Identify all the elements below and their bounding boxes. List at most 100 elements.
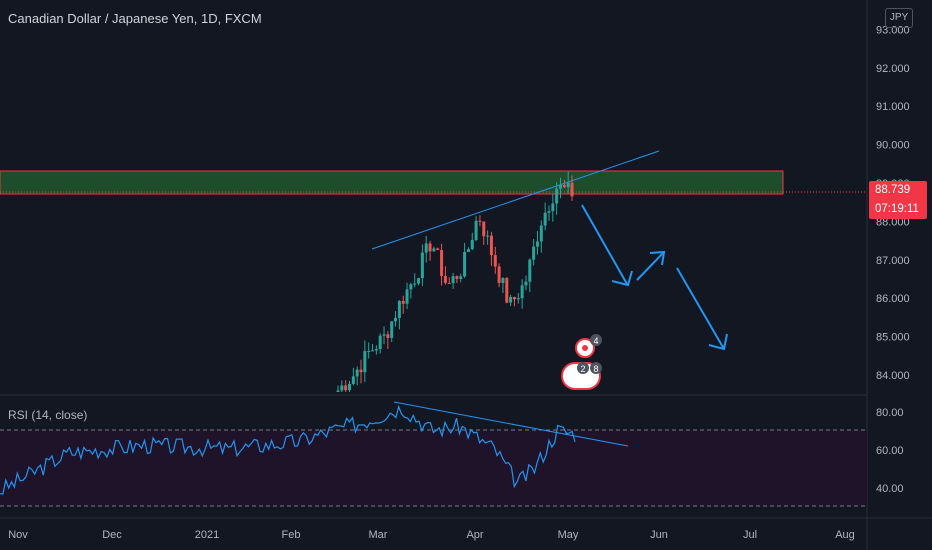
time-tick-label: Nov <box>8 529 28 541</box>
forecast-arrow-2 <box>636 251 665 281</box>
candle-body <box>436 248 440 250</box>
candle-body <box>509 296 513 303</box>
candle-body <box>348 383 352 391</box>
candle-body <box>497 266 501 283</box>
event-badge-bottom-1 <box>577 362 589 374</box>
event-marker-top-dot <box>582 345 588 351</box>
time-tick-label: Jun <box>650 529 668 541</box>
candle-body <box>340 385 344 391</box>
price-tick-label: 87.000 <box>876 255 910 267</box>
candle-body <box>432 248 436 252</box>
candle-body <box>344 385 348 391</box>
time-tick-label: Mar <box>369 529 388 541</box>
candle-body <box>474 220 478 241</box>
candle-body <box>543 212 547 226</box>
rsi-tick-label: 80.00 <box>876 407 904 419</box>
candle-body <box>555 188 559 204</box>
candle-body <box>478 220 482 222</box>
time-tick-label: Aug <box>835 529 855 541</box>
chart-title: Canadian Dollar / Japanese Yen, 1D, FXCM <box>8 11 262 26</box>
candle-body <box>459 276 463 279</box>
time-tick-label: Dec <box>102 529 122 541</box>
candle-body <box>466 249 470 252</box>
current-price-badge: 88.739 07:19:11 <box>869 181 927 219</box>
forecast-arrow-3 <box>676 267 725 350</box>
candle-body <box>463 251 467 277</box>
price-tick-label: 85.000 <box>876 332 910 344</box>
candle-body <box>390 321 394 338</box>
current-price-value: 88.739 <box>875 184 911 196</box>
time-tick-label: 2021 <box>195 529 219 541</box>
candle-body <box>440 249 444 277</box>
candle-body <box>424 243 428 253</box>
time-tick-label: Feb <box>282 529 301 541</box>
forecast-arrow-1-head <box>611 270 633 287</box>
time-axis[interactable]: Nov Dec 2021 Feb Mar Apr May Jun Jul Aug <box>8 529 855 541</box>
candle-body <box>397 301 401 318</box>
candle-body <box>539 225 543 242</box>
candle-body <box>413 283 417 285</box>
event-badge-bottom-2 <box>590 362 602 374</box>
candle-body <box>405 289 409 304</box>
currency-label[interactable]: JPY <box>885 8 913 28</box>
time-tick-label: Apr <box>466 529 483 541</box>
candle-body <box>520 285 524 299</box>
candle-body <box>401 301 405 304</box>
price-tick-label: 88.000 <box>876 216 910 228</box>
time-tick-label: Jul <box>743 529 757 541</box>
candle-body <box>351 376 355 384</box>
candle-body <box>562 184 566 188</box>
candle-body <box>386 334 390 338</box>
candle-body <box>367 350 371 352</box>
rsi-tick-label: 40.00 <box>876 483 904 495</box>
candle-body <box>428 243 432 252</box>
event-badge-top-count: 4 <box>593 336 598 346</box>
candle-body <box>355 369 359 377</box>
candle-body <box>359 369 363 373</box>
event-badge-bottom-count-2: 8 <box>593 364 598 374</box>
candle-body <box>489 235 493 256</box>
candle-body <box>512 296 516 300</box>
price-tick-label: 90.000 <box>876 140 910 152</box>
price-tick-label: 92.000 <box>876 63 910 75</box>
forecast-arrow-3-head <box>708 333 728 351</box>
candle-body <box>443 276 447 283</box>
wedge-trendline[interactable] <box>371 150 660 250</box>
candle-body <box>455 276 459 279</box>
event-markers[interactable]: 4 2 8 <box>561 334 602 390</box>
candle-body <box>447 282 451 284</box>
candle-body <box>501 278 505 283</box>
candle-body <box>382 334 386 336</box>
price-axis[interactable]: 93.00092.00091.00090.00089.00088.00087.0… <box>876 24 910 382</box>
event-badge-top <box>590 334 602 346</box>
candle-body <box>420 252 424 279</box>
rsi-divergence-line[interactable] <box>393 401 629 447</box>
candle-body <box>417 278 421 284</box>
price-tick-label: 91.000 <box>876 101 910 113</box>
candle-body <box>532 246 536 260</box>
candle-body <box>371 350 375 352</box>
candle-body <box>486 235 490 237</box>
rsi-tick-label: 60.00 <box>876 445 904 457</box>
candle-body <box>516 298 520 300</box>
candle-body <box>394 317 398 322</box>
candle-body <box>570 182 574 197</box>
candle-body <box>551 203 555 212</box>
forecast-arrow-2-head <box>649 250 666 266</box>
rsi-indicator-label[interactable]: RSI (14, close) <box>8 408 88 422</box>
candle-body <box>535 241 539 247</box>
time-tick-label: May <box>558 529 579 541</box>
event-badge-bottom-count-1: 2 <box>580 364 585 374</box>
forecast-arrows[interactable] <box>581 204 728 351</box>
resistance-zone[interactable] <box>0 170 784 195</box>
candle-body <box>566 182 570 188</box>
rsi-line <box>0 404 576 495</box>
forecast-arrow-1 <box>581 204 628 285</box>
candle-body <box>374 349 378 351</box>
candle-body <box>378 335 382 350</box>
candle-body <box>482 221 486 237</box>
candle-body <box>524 281 528 286</box>
candle-body <box>409 284 413 290</box>
candle-body <box>336 390 340 392</box>
